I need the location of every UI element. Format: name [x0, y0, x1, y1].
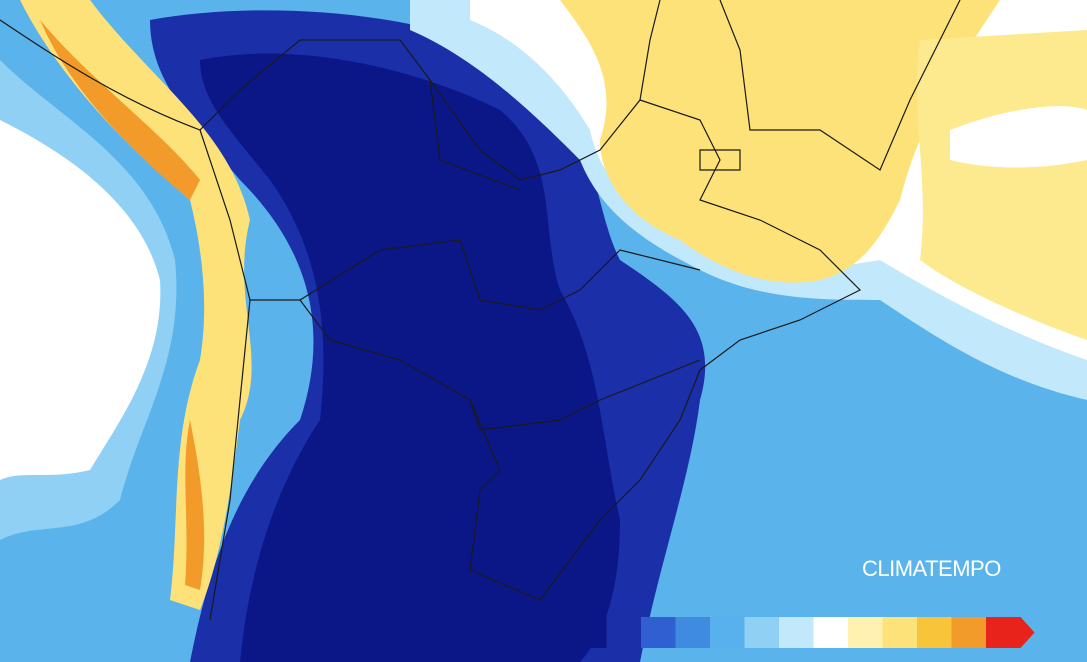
legend-swatch	[675, 617, 710, 648]
legend-swatch	[951, 617, 986, 648]
legend-swatch	[779, 617, 814, 648]
anomaly-field	[200, 53, 620, 662]
legend-swatch	[572, 617, 607, 648]
legend-swatch	[744, 617, 779, 648]
color-legend	[572, 617, 1035, 648]
neutral-field	[0, 120, 161, 480]
neutral-field	[950, 106, 1087, 168]
country-border	[199, 0, 961, 621]
country-border	[0, 19, 862, 521]
legend-swatch	[641, 617, 676, 648]
legend-swatch	[813, 617, 848, 648]
legend-swatch	[710, 617, 745, 648]
legend-swatch	[882, 617, 917, 648]
brand-logo: CLIMATEMPO	[862, 556, 1001, 581]
legend-swatch	[606, 617, 641, 648]
legend-swatch	[848, 617, 883, 648]
hot-spot	[40, 20, 205, 590]
legend-swatch	[917, 617, 952, 648]
legend-swatch	[986, 617, 1035, 648]
warm-field	[560, 0, 1000, 283]
